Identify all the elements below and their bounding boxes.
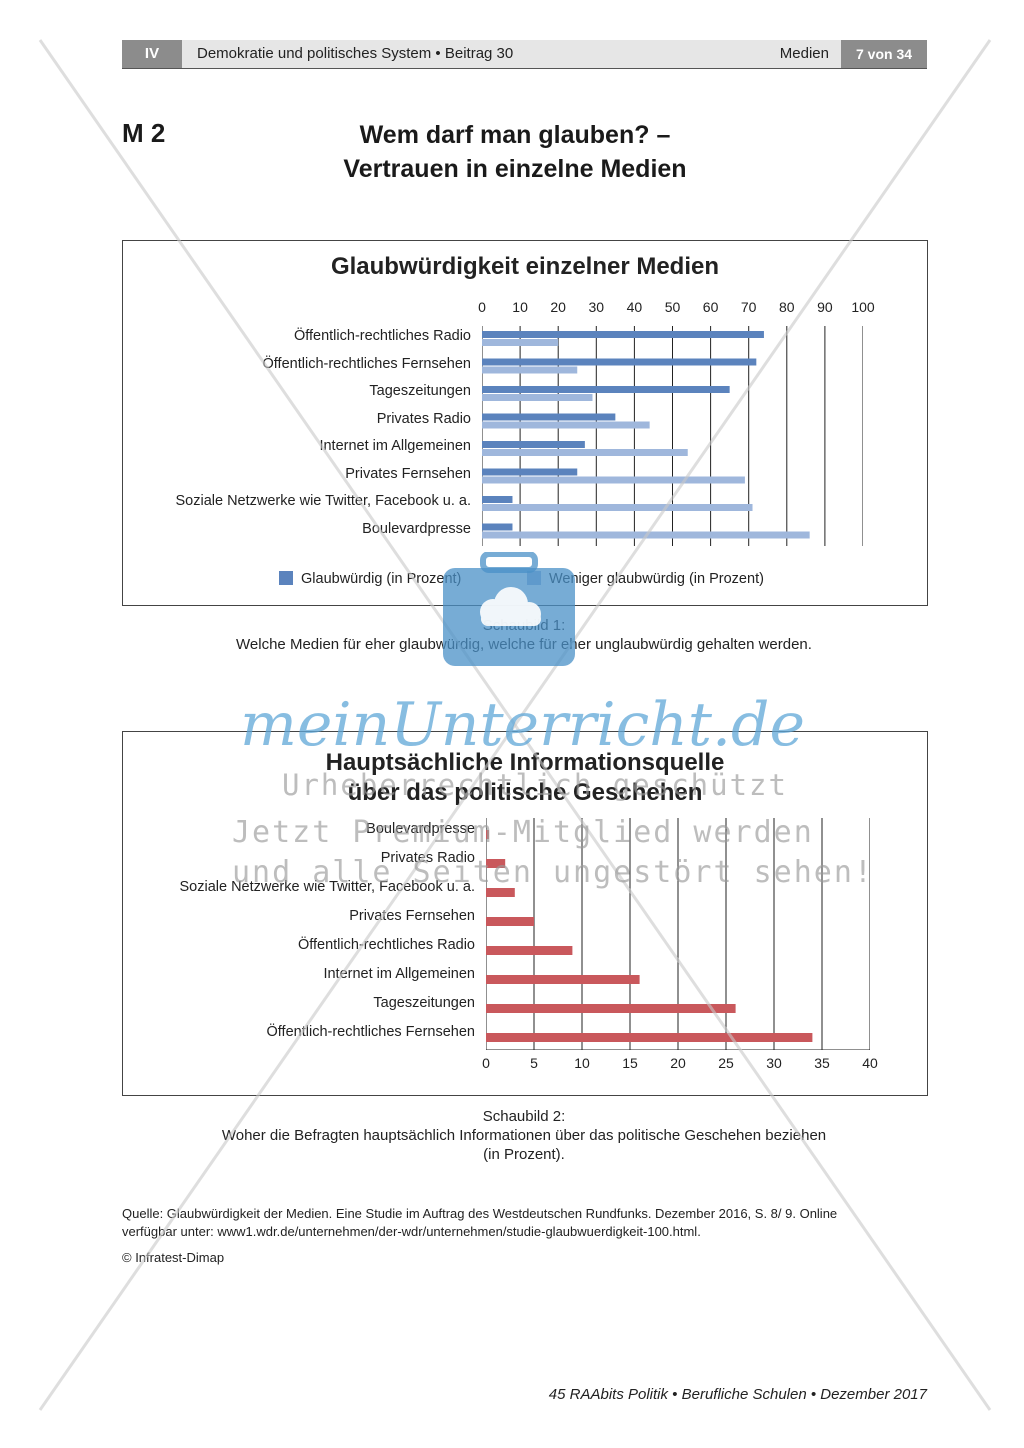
page-number: 7 von 34 — [841, 40, 927, 68]
chart-2-bar-tageszeitungen — [486, 1004, 736, 1013]
chart-1-bar-weniger-offentlich-rechtliches-radio — [482, 339, 559, 346]
chart-2-category-label-boulevardpresse: Boulevardpresse — [366, 821, 475, 837]
material-title-line2: Vertrauen in einzelne Medien — [343, 155, 687, 183]
chart-1-caption-text: Welche Medien für eher glaubwürdig, welc… — [236, 636, 812, 653]
chart-1-bar-glaubwuerdig-privates-fernsehen — [482, 468, 578, 476]
chart-1-category-label-privates-fernsehen: Privates Fernsehen — [345, 465, 471, 482]
material-title-line1: Wem darf man glauben? – — [359, 121, 671, 149]
chart-2-tick-label: 35 — [814, 1055, 830, 1071]
source-line1: Quelle: Glaubwürdigkeit der Medien. Eine… — [122, 1206, 838, 1221]
chart-1-category-label-internet-im-allgemeinen: Internet im Allgemeinen — [319, 438, 471, 454]
chart-1-tick-label: 70 — [740, 299, 757, 315]
chart-2-caption-title: Schaubild 2: — [482, 1108, 566, 1125]
page-header: IV Demokratie und politisches System • B… — [122, 40, 927, 69]
chart-1-tick-label: 20 — [550, 299, 566, 315]
chart-2-tick-label: 15 — [622, 1055, 638, 1071]
material-title: Wem darf man glauben? – Vertrauen in ein… — [280, 118, 750, 186]
chart-1-bar-weniger-boulevardpresse — [482, 531, 810, 539]
chart-1-bar-glaubwuerdig-boulevardpresse — [482, 523, 513, 531]
chart-1-legend-item-2: Weniger glaubwürdig (in Prozent) — [527, 571, 764, 587]
chart-1-tick-label: 90 — [817, 299, 833, 315]
chart-1-tick-label: 0 — [478, 299, 486, 315]
chart-2-caption: Schaubild 2: Woher die Befragten hauptsä… — [122, 1107, 926, 1164]
chart-1-caption-title: Schaubild 1: — [482, 617, 566, 634]
chart-1-tick-label: 40 — [626, 299, 643, 315]
chart-1-bar-weniger-privates-fernsehen — [482, 476, 745, 484]
chart-2-category-label-offentlich-rechtliches-radio: Öffentlich-rechtliches Radio — [297, 937, 475, 953]
chart-1-bar-glaubwuerdig-privates-radio — [482, 413, 616, 421]
chart-1-tick-label: 30 — [588, 299, 605, 315]
chart-1-category-label-soziale-netzwerke-wie-twitter-facebook-u-a: Soziale Netzwerke wie Twitter, Facebook … — [175, 493, 471, 509]
chart-1-tick-label: 60 — [702, 299, 719, 315]
chart-1-category-label-privates-radio: Privates Radio — [376, 410, 471, 427]
source-note: Quelle: Glaubwürdigkeit der Medien. Eine… — [122, 1205, 927, 1241]
chart-2-bar-offentlich-rechtliches-radio — [486, 946, 573, 955]
copyright: © Infratest-Dimap — [122, 1250, 225, 1265]
chart-1-bar-glaubwuerdig-offentlich-rechtliches-radio — [482, 331, 764, 338]
chart-1-bar-glaubwuerdig-tageszeitungen — [482, 386, 730, 393]
chart-1-bar-weniger-offentlich-rechtliches-fernsehen — [482, 366, 578, 374]
chart-1-tick-label: 100 — [851, 299, 875, 315]
chart-2-category-labels: Boulevardpresse Privates Radio Soziale Net… — [123, 732, 475, 1095]
legend-label-glaubwuerdig: Glaubwürdig (in Prozent) — [301, 571, 462, 587]
chart-1-category-label-offentlich-rechtliches-radio: Öffentlich-rechtliches Radio — [293, 328, 471, 344]
chart-1-frame: Glaubwürdigkeit einzelner Medien Öffentl… — [122, 240, 928, 606]
chart-1-tick-label: 80 — [779, 299, 795, 315]
chart-1-bar-glaubwuerdig-soziale-netzwerke-wie-twitter-facebook-u-a — [482, 496, 513, 503]
chart-2-tick-label: 20 — [670, 1055, 686, 1071]
chart-1-bar-glaubwuerdig-internet-im-allgemeinen — [482, 441, 585, 448]
chart-2-category-label-tageszeitungen: Tageszeitungen — [373, 995, 475, 1011]
source-line2: verfügbar unter: www1.wdr.de/unternehmen… — [122, 1224, 701, 1239]
chart-2-plot — [486, 818, 870, 1050]
legend-swatch-weniger — [527, 571, 541, 585]
chart-1-bar-weniger-internet-im-allgemeinen — [482, 449, 688, 456]
chart-2-bar-boulevardpresse — [486, 830, 489, 839]
chart-2-tick-label: 30 — [766, 1055, 782, 1071]
chart-2-bar-soziale-netzwerke-wie-twitter-facebook-u-a — [486, 888, 515, 897]
chart-1-category-labels: Öffentlich-rechtliches Radio Öffentlich-r… — [123, 241, 471, 605]
chart-1-category-label-offentlich-rechtliches-fernsehen: Öffentlich-rechtliches Fernsehen — [262, 355, 471, 372]
section-number: IV — [122, 40, 182, 68]
chart-2-category-label-internet-im-allgemeinen: Internet im Allgemeinen — [323, 966, 475, 982]
chart-2-bar-privates-radio — [486, 859, 506, 868]
chart-1-category-label-tageszeitungen: Tageszeitungen — [369, 383, 471, 399]
chart-2-bar-internet-im-allgemeinen — [486, 975, 640, 984]
chart-2-bar-offentlich-rechtliches-fernsehen — [486, 1033, 813, 1042]
chart-2-caption-line1: Woher die Befragten hauptsächlich Inform… — [221, 1127, 827, 1144]
chart-1-tick-label: 10 — [512, 299, 528, 315]
legend-label-weniger: Weniger glaubwürdig (in Prozent) — [549, 571, 764, 587]
chart-2-tick-labels: 0 5 10 15 20 25 30 35 40 — [123, 1050, 927, 1074]
chart-2-category-label-offentlich-rechtliches-fernsehen: Öffentlich-rechtliches Fernsehen — [266, 1024, 475, 1040]
chart-1-tick-labels: 0 10 20 30 40 50 60 70 80 90 100 — [123, 241, 927, 315]
chart-1-category-label-boulevardpresse: Boulevardpresse — [362, 520, 471, 537]
page-footer: 45 RAAbits Politik • Berufliche Schulen … — [548, 1386, 927, 1403]
chart-1-bar-weniger-privates-radio — [482, 421, 650, 429]
chart-2-category-label-privates-radio: Privates Radio — [380, 850, 475, 866]
chart-2-frame: Hauptsächliche Informationsquelle über d… — [122, 731, 928, 1096]
chart-2-tick-label: 10 — [574, 1055, 590, 1071]
header-topic: Medien — [779, 45, 829, 62]
chart-2-category-label-privates-fernsehen: Privates Fernsehen — [349, 908, 475, 924]
legend-swatch-glaubwuerdig — [279, 571, 293, 585]
chart-1-bar-glaubwuerdig-offentlich-rechtliches-fernsehen — [482, 358, 757, 366]
chart-1-bar-weniger-soziale-netzwerke-wie-twitter-facebook-u-a — [482, 504, 753, 511]
chart-2-tick-label: 0 — [482, 1055, 490, 1071]
chart-2-category-label-soziale-netzwerke-wie-twitter-facebook-u-a: Soziale Netzwerke wie Twitter, Facebook … — [179, 879, 475, 895]
chart-2-tick-label: 5 — [530, 1055, 538, 1071]
chart-1-bar-weniger-tageszeitungen — [482, 394, 593, 401]
chart-1-caption: Schaubild 1: Welche Medien für eher glau… — [122, 616, 926, 654]
material-label: M 2 — [122, 118, 166, 148]
chart-1-plot — [482, 326, 863, 546]
chart-2-bar-privates-fernsehen — [486, 917, 534, 926]
header-title: Demokratie und politisches System • Beit… — [197, 45, 514, 62]
chart-1-tick-label: 50 — [664, 299, 681, 315]
chart-1-legend-item-1: Glaubwürdig (in Prozent) — [279, 571, 461, 587]
chart-2-caption-line2: (in Prozent). — [483, 1146, 565, 1163]
chart-2-tick-label: 40 — [862, 1055, 878, 1071]
chart-2-tick-label: 25 — [718, 1055, 734, 1071]
